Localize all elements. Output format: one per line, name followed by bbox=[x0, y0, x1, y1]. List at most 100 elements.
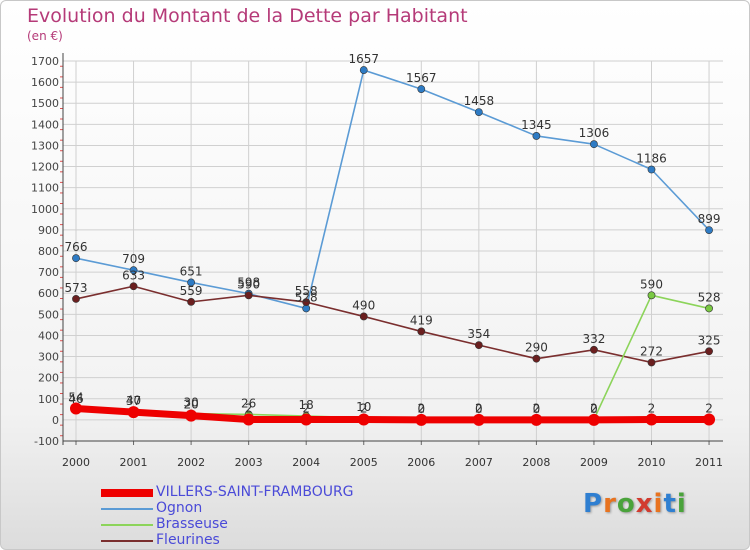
data-point bbox=[587, 413, 600, 426]
legend-label: Fleurines bbox=[156, 532, 220, 548]
data-label: 2 bbox=[360, 401, 368, 415]
x-tick-label: 2001 bbox=[120, 456, 148, 469]
y-tick-label: 1300 bbox=[31, 139, 59, 152]
y-tick-label: 300 bbox=[38, 351, 59, 364]
grid-layer bbox=[63, 60, 723, 442]
y-tick-label: 500 bbox=[38, 308, 59, 321]
data-point bbox=[590, 140, 598, 149]
legend-item-fleurines: Fleurines bbox=[101, 532, 401, 549]
y-tick-label: 1600 bbox=[31, 76, 59, 89]
data-label: 354 bbox=[467, 327, 490, 341]
data-label: 1567 bbox=[406, 71, 437, 85]
data-point bbox=[590, 345, 598, 354]
data-label: 419 bbox=[410, 313, 433, 327]
data-label: 46 bbox=[68, 392, 83, 406]
x-tick-label: 2004 bbox=[292, 456, 320, 469]
data-label: 332 bbox=[582, 332, 605, 346]
data-point bbox=[72, 254, 80, 263]
data-label: 559 bbox=[180, 284, 203, 298]
logo-letter: x bbox=[635, 489, 654, 519]
data-label: 1306 bbox=[579, 126, 610, 140]
series-ognon bbox=[72, 66, 713, 313]
y-tick-label: 800 bbox=[38, 245, 59, 258]
data-label: 2 bbox=[475, 401, 483, 415]
data-label: 37 bbox=[126, 394, 141, 408]
legend: VILLERS-SAINT-FRAMBOURG Ognon Brasseuse Fle… bbox=[101, 484, 401, 549]
y-tick-label: 1200 bbox=[31, 161, 59, 174]
x-tick-label: 2008 bbox=[522, 456, 550, 469]
data-point bbox=[645, 413, 658, 426]
data-point bbox=[417, 327, 426, 336]
data-label: 2 bbox=[417, 401, 425, 415]
data-point bbox=[647, 165, 656, 174]
data-label: 1345 bbox=[521, 118, 552, 132]
y-tick-label: 700 bbox=[38, 266, 59, 279]
series-fleurines bbox=[72, 282, 713, 367]
proxiti-logo: Proxiti bbox=[583, 489, 687, 519]
series-line bbox=[75, 69, 710, 310]
data-point bbox=[530, 413, 543, 426]
data-point bbox=[300, 413, 313, 426]
data-point bbox=[359, 66, 368, 74]
data-point bbox=[705, 226, 713, 234]
data-label: 598 bbox=[237, 276, 260, 290]
data-label: 290 bbox=[525, 341, 548, 355]
y-tick-label: 200 bbox=[38, 372, 59, 385]
data-label: 899 bbox=[698, 212, 721, 226]
data-label: 651 bbox=[180, 264, 203, 278]
logo-letter: t bbox=[663, 489, 677, 519]
data-point bbox=[359, 312, 368, 321]
x-tick-label: 2010 bbox=[638, 456, 666, 469]
chart-unit-label: (en €) bbox=[27, 29, 63, 43]
data-label: 528 bbox=[295, 290, 318, 304]
data-point bbox=[532, 132, 541, 140]
legend-label: VILLERS-SAINT-FRAMBOURG bbox=[156, 484, 354, 500]
data-point bbox=[705, 304, 713, 313]
y-tick-label: 600 bbox=[38, 287, 59, 300]
data-point bbox=[185, 409, 198, 422]
legend-item-villers-saint-frambourg: VILLERS-SAINT-FRAMBOURG bbox=[101, 484, 401, 501]
series-line bbox=[75, 285, 710, 364]
data-point bbox=[415, 413, 428, 426]
data-point bbox=[187, 278, 195, 287]
data-label: 0 bbox=[590, 402, 598, 416]
data-label: 1186 bbox=[636, 152, 667, 166]
series-line bbox=[75, 404, 710, 424]
logo-letter: r bbox=[603, 489, 617, 519]
series-villers-saint-frambourg bbox=[70, 402, 716, 426]
data-label: 10 bbox=[356, 400, 371, 414]
x-tick-label: 2005 bbox=[350, 456, 378, 469]
logo-letter: i bbox=[676, 489, 687, 519]
legend-swatch bbox=[101, 508, 153, 510]
data-point bbox=[302, 298, 311, 306]
data-label: 0 bbox=[417, 402, 425, 416]
x-tick-label: 2007 bbox=[465, 456, 493, 469]
data-label: 558 bbox=[295, 284, 318, 298]
x-tick-label: 2003 bbox=[235, 456, 263, 469]
logo-letter: P bbox=[583, 489, 604, 519]
data-point bbox=[703, 413, 716, 426]
data-label: 766 bbox=[65, 240, 88, 254]
x-tick-label: 2000 bbox=[62, 456, 90, 469]
series-brasseuse bbox=[72, 291, 713, 424]
data-point bbox=[417, 85, 426, 93]
data-label: 590 bbox=[237, 277, 260, 291]
x-tick-label: 2009 bbox=[580, 456, 608, 469]
data-label: 590 bbox=[640, 277, 663, 291]
y-tick-label: 0 bbox=[52, 414, 59, 427]
data-label: 2 bbox=[302, 401, 310, 415]
axis-layer: -100010020030040050060070080090010001100… bbox=[31, 53, 723, 469]
y-tick-label: -100 bbox=[34, 435, 59, 448]
data-point bbox=[242, 413, 255, 426]
data-label: 2 bbox=[705, 401, 713, 415]
data-label: 633 bbox=[122, 268, 145, 282]
logo-letter: o bbox=[616, 489, 636, 519]
chart-title: Evolution du Montant de la Dette par Hab… bbox=[27, 5, 468, 27]
data-label: 26 bbox=[241, 396, 256, 410]
data-label: 2 bbox=[533, 401, 541, 415]
data-point bbox=[472, 413, 485, 426]
data-label: 2 bbox=[648, 401, 656, 415]
x-tick-label: 2011 bbox=[695, 456, 723, 469]
